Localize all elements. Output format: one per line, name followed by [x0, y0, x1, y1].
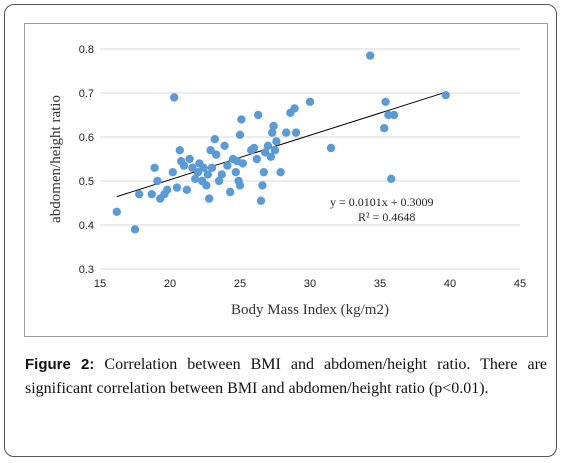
data-point: [366, 51, 375, 60]
data-point: [269, 121, 278, 131]
x-tick-label: 40: [444, 278, 456, 290]
x-tick-label: 30: [304, 278, 316, 290]
data-point: [441, 91, 450, 100]
y-tick-label: 0.7: [79, 88, 94, 100]
data-point: [381, 97, 390, 107]
data-point: [168, 168, 177, 177]
caption-text: Correlation between BMI and abdomen/heig…: [25, 356, 548, 397]
y-tick-label: 0.5: [79, 176, 94, 188]
x-tick-label: 15: [94, 278, 106, 290]
data-point: [153, 176, 162, 186]
y-tick-label: 0.3: [79, 264, 94, 276]
chart-area: 0.3 0.4 0.5 0.6 0.7 0.8 15 20 25 30 35 40 45 Body Mas…: [24, 23, 548, 337]
data-point: [237, 115, 246, 124]
x-tick-label: 45: [514, 278, 526, 290]
data-point: [282, 128, 291, 137]
figure-caption: Figure 2: Correlation between BMI and ab…: [25, 353, 547, 401]
y-tick-label: 0.4: [79, 220, 94, 232]
x-tick-label: 25: [234, 278, 246, 290]
y-axis-title: abdomen/height ratio: [48, 95, 64, 223]
data-point: [172, 183, 182, 192]
data-point: [238, 159, 247, 168]
data-point: [326, 143, 336, 153]
data-point: [272, 137, 281, 146]
data-point: [389, 110, 399, 120]
scatter-chart: 0.3 0.4 0.5 0.6 0.7 0.8 15 20 25 30 35 40 45 Body Mas…: [48, 44, 526, 318]
data-point: [387, 174, 396, 183]
data-point: [231, 168, 240, 177]
data-point: [258, 181, 267, 190]
data-point: [210, 135, 219, 144]
data-point: [256, 196, 266, 205]
data-point: [179, 161, 189, 170]
data-point: [202, 181, 211, 190]
data-point: [235, 130, 245, 139]
y-tick-label: 0.6: [79, 132, 94, 144]
data-point: [252, 154, 261, 164]
figure-frame: 0.3 0.4 0.5 0.6 0.7 0.8 15 20 25 30 35 40 45 Body Mas…: [4, 4, 557, 457]
data-point: [249, 143, 259, 153]
data-point: [263, 141, 273, 150]
data-point: [276, 168, 285, 177]
data-point: [266, 152, 275, 161]
data-point: [291, 128, 301, 137]
data-point: [212, 150, 221, 159]
data-point: [270, 146, 280, 155]
x-tick-label: 20: [164, 278, 176, 290]
data-point: [112, 207, 122, 216]
x-axis-title: Body Mass Index (kg/m2): [231, 302, 389, 318]
data-point: [226, 187, 235, 197]
data-point: [170, 93, 179, 102]
trendline: [116, 91, 446, 198]
data-point: [207, 163, 217, 172]
r-squared-label: R² = 0.4648: [358, 210, 415, 224]
trendline-equation: y = 0.0101x + 0.3009: [330, 195, 434, 209]
data-point: [199, 163, 208, 172]
data-point: [185, 154, 194, 164]
data-point: [305, 97, 315, 107]
figure-label: Figure 2:: [25, 356, 95, 373]
data-point: [235, 181, 245, 190]
data-point: [254, 110, 263, 120]
data-point: [163, 185, 172, 194]
data-point: [182, 185, 191, 194]
data-point: [217, 170, 226, 179]
data-point: [175, 146, 184, 155]
data-point: [380, 124, 389, 133]
data-point: [191, 174, 200, 183]
data-point: [150, 163, 159, 172]
y-tick-label: 0.8: [79, 44, 94, 56]
data-point: [223, 161, 232, 170]
data-point: [220, 141, 229, 150]
data-point: [205, 194, 214, 203]
data-point: [290, 104, 299, 113]
data-point: [268, 128, 277, 137]
data-point: [259, 168, 268, 177]
data-point: [147, 190, 156, 199]
data-point: [203, 170, 212, 179]
x-tick-label: 35: [374, 278, 386, 290]
data-point: [130, 225, 140, 234]
data-point: [214, 176, 224, 186]
data-point: [135, 190, 144, 199]
